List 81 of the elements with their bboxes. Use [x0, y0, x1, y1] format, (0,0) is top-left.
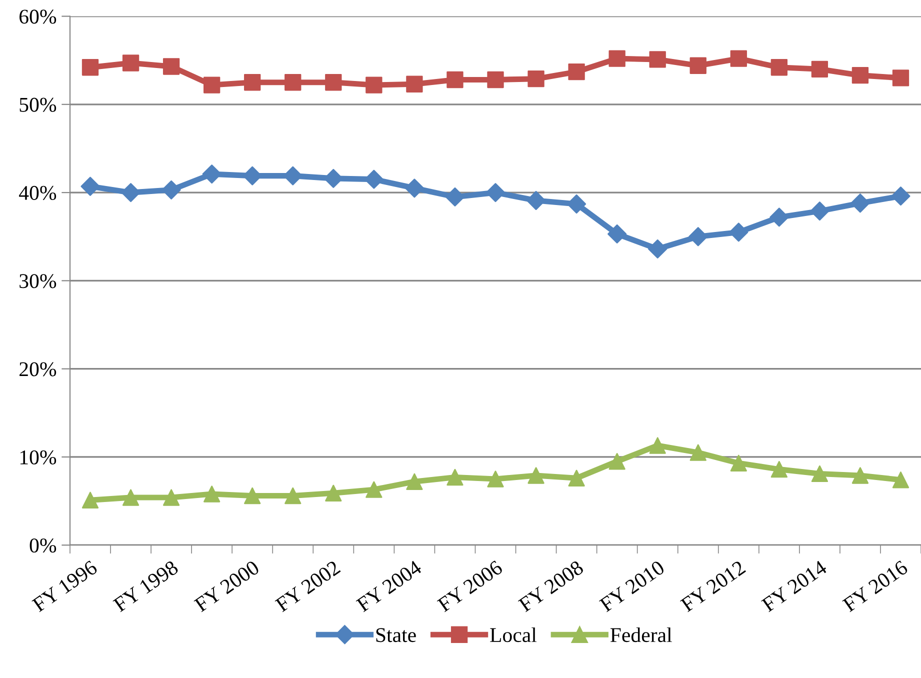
point	[730, 454, 747, 472]
point	[770, 208, 789, 227]
x-tick-label: FY 2016	[842, 560, 909, 612]
point	[445, 187, 465, 206]
point	[891, 186, 910, 206]
point	[82, 59, 99, 76]
point	[446, 71, 464, 88]
point	[446, 468, 464, 486]
point	[80, 176, 100, 196]
point	[162, 180, 181, 200]
x-tick-label: FY 2000	[194, 560, 260, 612]
point	[487, 470, 504, 488]
point	[528, 467, 544, 484]
x-tick-label: FY 2010	[598, 560, 666, 612]
point	[690, 57, 706, 74]
x-tick-label: FY 1996	[32, 560, 98, 612]
y-tick-label: 30%	[20, 274, 56, 288]
point	[730, 50, 747, 67]
point	[608, 50, 626, 67]
point	[852, 467, 869, 484]
point	[284, 487, 302, 504]
point	[649, 437, 666, 454]
point	[203, 486, 220, 502]
point	[121, 183, 140, 202]
x-tick-label: FY 2002	[274, 560, 341, 612]
point	[688, 227, 708, 246]
point	[325, 484, 342, 502]
point	[850, 194, 870, 213]
point	[729, 222, 748, 242]
point	[567, 194, 586, 214]
point	[648, 239, 668, 258]
point	[162, 58, 180, 75]
point	[366, 481, 382, 498]
y-tick-label: 60%	[20, 10, 56, 24]
point	[526, 190, 546, 210]
point	[811, 60, 828, 78]
point	[486, 183, 506, 202]
point	[892, 70, 910, 86]
point	[324, 168, 343, 188]
point	[244, 487, 261, 504]
point	[852, 66, 869, 84]
point	[528, 70, 544, 88]
point	[404, 178, 424, 198]
point	[770, 460, 788, 478]
x-tick-label: FY 2006	[436, 560, 504, 612]
point	[406, 76, 423, 92]
point	[82, 492, 99, 508]
point	[203, 76, 220, 94]
x-tick-label: FY 2012	[680, 560, 746, 612]
point	[122, 54, 140, 72]
point	[770, 59, 788, 76]
y-tick-label: 10%	[20, 450, 56, 464]
x-tick-label: FY 2008	[518, 560, 584, 612]
point	[892, 472, 910, 488]
point	[608, 453, 626, 470]
legend-label: Federal	[610, 627, 672, 642]
point	[487, 71, 504, 88]
y-tick-label: 50%	[20, 98, 56, 112]
y-tick-label: 40%	[19, 186, 56, 200]
point	[366, 76, 382, 94]
point	[811, 465, 828, 482]
point	[568, 470, 585, 486]
legend-label: State	[376, 628, 416, 642]
point	[244, 74, 261, 91]
x-tick-label: FY 2014	[760, 560, 828, 612]
x-tick-label: FY 2004	[356, 560, 423, 612]
point	[810, 202, 830, 221]
point	[202, 164, 222, 184]
point	[325, 74, 342, 91]
point	[608, 224, 627, 244]
y-tick-label: 0%	[30, 538, 56, 553]
point	[690, 444, 706, 461]
point	[649, 51, 666, 68]
point	[284, 74, 302, 91]
y-tick-label: 20%	[20, 362, 56, 376]
point	[568, 63, 585, 80]
point	[162, 489, 180, 506]
legend-label: Local	[490, 627, 537, 642]
point	[122, 489, 140, 506]
point	[406, 473, 423, 490]
x-tick-label: FY 1998	[112, 560, 180, 612]
